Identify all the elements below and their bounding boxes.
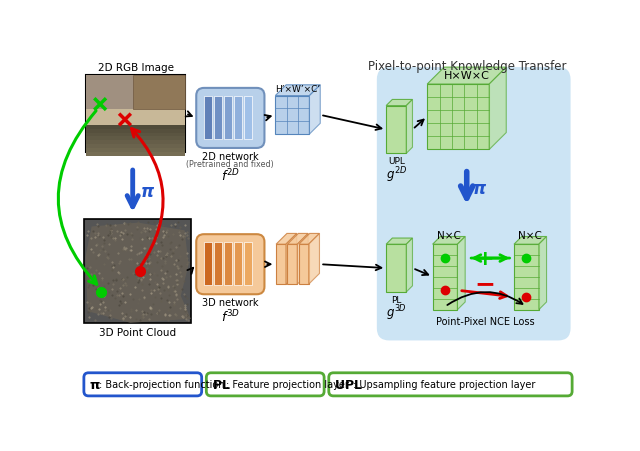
Bar: [224, 97, 232, 139]
Text: π: π: [473, 179, 486, 198]
Bar: [86, 125, 186, 129]
Polygon shape: [275, 86, 320, 97]
Bar: [86, 133, 186, 137]
Polygon shape: [286, 234, 297, 285]
FancyBboxPatch shape: [196, 89, 264, 149]
Polygon shape: [514, 237, 547, 244]
Bar: [86, 152, 186, 156]
Polygon shape: [406, 100, 412, 154]
Bar: [386, 106, 406, 154]
Bar: [433, 244, 458, 310]
Bar: [224, 242, 232, 285]
Text: π: π: [140, 183, 154, 201]
Polygon shape: [85, 223, 191, 323]
Text: N×C: N×C: [437, 231, 461, 241]
Bar: [276, 244, 286, 285]
Polygon shape: [309, 86, 320, 135]
Text: : Back-projection function: : Back-projection function: [99, 379, 224, 390]
Text: H’×W’×C’: H’×W’×C’: [275, 85, 321, 94]
FancyBboxPatch shape: [377, 68, 571, 341]
Polygon shape: [406, 239, 412, 292]
Text: $\mathbf{PL}$: $\mathbf{PL}$: [212, 378, 230, 391]
FancyBboxPatch shape: [329, 373, 572, 396]
Bar: [86, 110, 186, 125]
Bar: [234, 97, 242, 139]
Bar: [132, 76, 186, 110]
Text: $g^{3D}$: $g^{3D}$: [386, 303, 406, 322]
Text: $g^{2D}$: $g^{2D}$: [385, 165, 407, 184]
Bar: [86, 145, 186, 149]
Bar: [86, 76, 186, 110]
Text: UPL: UPL: [388, 157, 404, 166]
Polygon shape: [308, 234, 319, 285]
Text: : Feature projection layer: : Feature projection layer: [226, 379, 349, 390]
Text: 2D RGB Image: 2D RGB Image: [98, 63, 174, 74]
Bar: [386, 244, 406, 292]
FancyBboxPatch shape: [196, 235, 264, 295]
Polygon shape: [299, 234, 319, 244]
Bar: [287, 244, 297, 285]
Bar: [275, 97, 309, 135]
Bar: [86, 141, 186, 145]
Text: +: +: [476, 249, 495, 268]
FancyBboxPatch shape: [206, 373, 324, 396]
Polygon shape: [386, 239, 412, 244]
Polygon shape: [287, 234, 308, 244]
Bar: [244, 242, 252, 285]
Text: Pixel-to-point Knowledge Transfer: Pixel-to-point Knowledge Transfer: [368, 60, 567, 73]
Polygon shape: [489, 68, 506, 150]
Bar: [204, 242, 212, 285]
Polygon shape: [539, 237, 547, 310]
Bar: [244, 97, 252, 139]
Text: H×W×C: H×W×C: [444, 71, 490, 81]
Bar: [514, 244, 539, 310]
Text: $\mathbf{UPL}$: $\mathbf{UPL}$: [334, 378, 363, 391]
Text: Point-Pixel NCE Loss: Point-Pixel NCE Loss: [436, 316, 534, 326]
Bar: [214, 242, 222, 285]
Bar: [428, 85, 489, 150]
Polygon shape: [386, 100, 412, 106]
Polygon shape: [297, 234, 308, 285]
Text: $f^{3D}$: $f^{3D}$: [221, 308, 240, 325]
Bar: [86, 137, 186, 141]
Text: (Pretrained and fixed): (Pretrained and fixed): [186, 159, 274, 168]
Bar: [234, 242, 242, 285]
Text: −: −: [475, 271, 496, 295]
Polygon shape: [433, 237, 465, 244]
Bar: [86, 129, 186, 133]
Polygon shape: [458, 237, 465, 310]
Text: 2D network: 2D network: [202, 152, 259, 161]
Bar: [84, 219, 191, 323]
Text: $\mathbf{\pi}$: $\mathbf{\pi}$: [90, 378, 101, 391]
Text: 3D network: 3D network: [202, 298, 259, 308]
Bar: [214, 97, 222, 139]
FancyBboxPatch shape: [84, 373, 202, 396]
Polygon shape: [276, 234, 297, 244]
Bar: [86, 149, 186, 152]
Text: $f^{2D}$: $f^{2D}$: [221, 168, 240, 184]
Bar: [299, 244, 308, 285]
Text: PL: PL: [391, 295, 401, 304]
Text: 3D Point Cloud: 3D Point Cloud: [99, 327, 176, 337]
Polygon shape: [428, 68, 506, 85]
Text: : Upsampling feature projection layer: : Upsampling feature projection layer: [353, 379, 535, 390]
Text: N×C: N×C: [518, 231, 542, 241]
Bar: [204, 97, 212, 139]
Bar: [86, 76, 186, 152]
